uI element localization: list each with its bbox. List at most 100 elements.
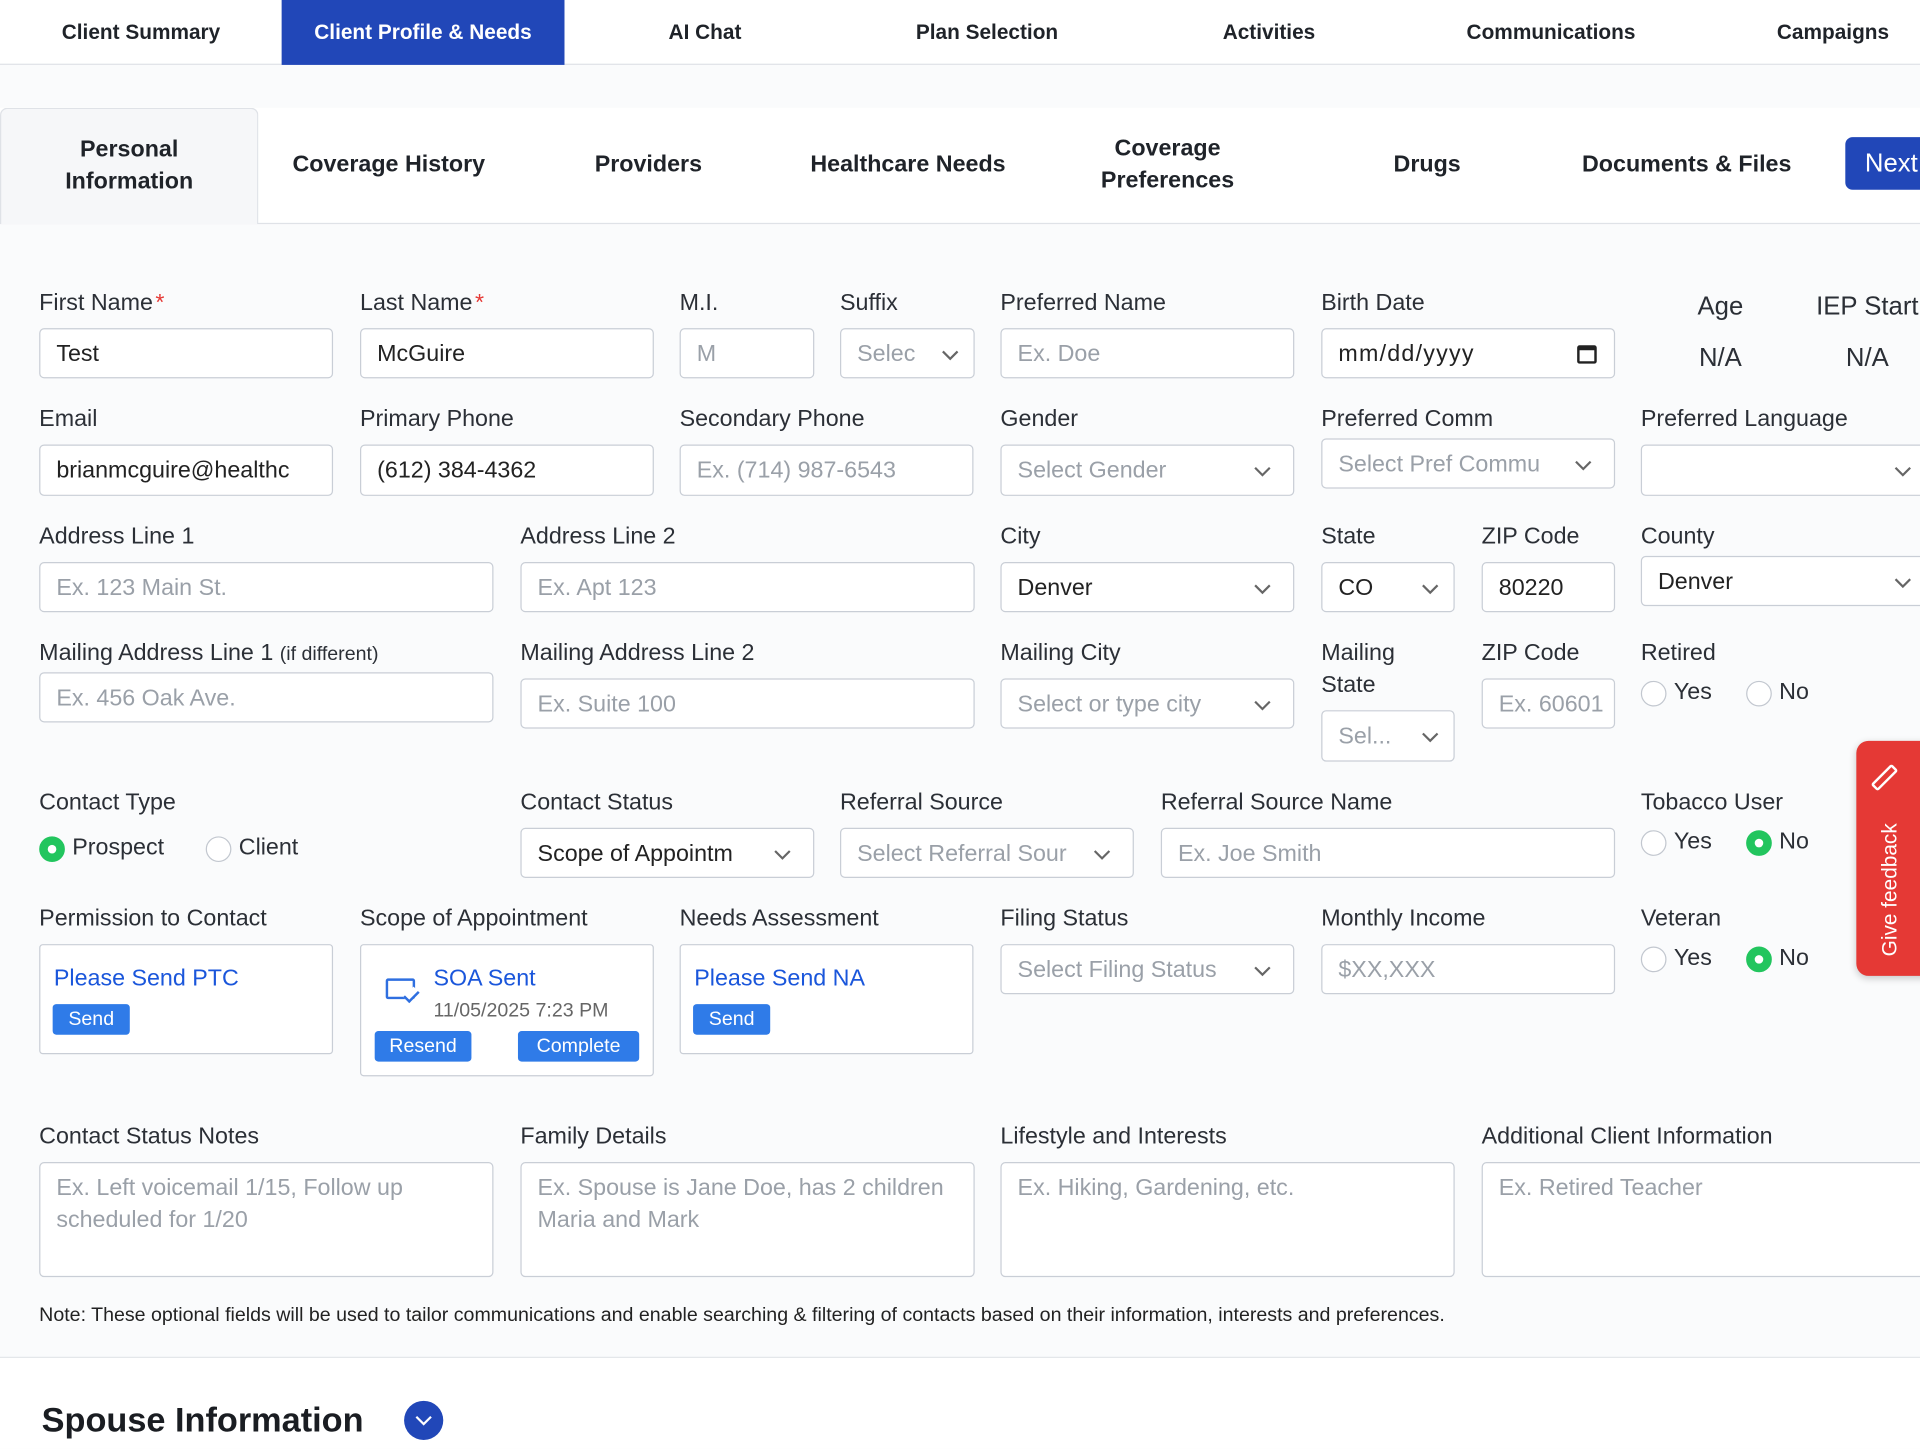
label-text: Contact Status bbox=[520, 789, 674, 816]
placeholder: Ex. Hiking, Gardening, etc. bbox=[1017, 1175, 1295, 1202]
text-input[interactable]: $XX,XXX bbox=[1321, 944, 1616, 995]
textarea[interactable]: Ex. Hiking, Gardening, etc. bbox=[1000, 1162, 1455, 1278]
label-text: Referral Source bbox=[840, 789, 1003, 816]
chevron bbox=[1254, 583, 1271, 594]
placeholder: M bbox=[696, 341, 717, 367]
text-input[interactable]: Ex. 123 Main St. bbox=[39, 562, 494, 613]
text-input[interactable]: Test bbox=[39, 328, 334, 379]
status-link[interactable]: Please Send NA bbox=[694, 966, 866, 992]
chevron bbox=[415, 1415, 432, 1426]
label-text: Gender bbox=[1000, 406, 1079, 433]
text-input[interactable]: M bbox=[679, 328, 815, 379]
label-text: Lifestyle and Interests bbox=[1000, 1124, 1227, 1150]
select[interactable]: CO bbox=[1321, 562, 1455, 613]
sub-tab[interactable]: Documents & Files bbox=[1558, 108, 1816, 223]
select[interactable]: Select or type city bbox=[1000, 678, 1295, 729]
text-input[interactable]: Ex. (714) 987-6543 bbox=[679, 444, 974, 496]
text-input[interactable]: McGuire bbox=[360, 328, 654, 379]
action-button[interactable]: Send bbox=[52, 1004, 130, 1035]
action-button[interactable]: Resend bbox=[374, 1031, 472, 1062]
button-label: Resend bbox=[389, 1035, 457, 1057]
field-label: Referral Source bbox=[840, 787, 1134, 819]
status-link[interactable]: Please Send PTC bbox=[53, 966, 239, 992]
action-button[interactable]: Complete bbox=[517, 1031, 640, 1062]
sub-tab[interactable]: Coverage History bbox=[260, 108, 518, 223]
sub-tab[interactable]: Personal Information bbox=[0, 107, 259, 225]
field-label: Preferred Comm bbox=[1321, 404, 1615, 436]
expand-button[interactable] bbox=[404, 1400, 444, 1441]
text-input[interactable]: Ex. 456 Oak Ave. bbox=[39, 672, 494, 723]
placeholder: Select Referral Sour bbox=[857, 840, 1067, 867]
status-box: Please Send PTC Send bbox=[39, 944, 334, 1055]
textarea[interactable]: Ex. Left voicemail 1/15, Follow up sched… bbox=[39, 1162, 494, 1278]
field-label: Address Line 2 bbox=[520, 522, 974, 554]
sub-tab[interactable]: Healthcare Needs bbox=[779, 108, 1037, 223]
select[interactable]: Sel... bbox=[1321, 710, 1455, 762]
radio[interactable] bbox=[1746, 680, 1772, 707]
status-box: SOA Sent 11/05/2025 7:23 PM Resend Complete bbox=[360, 944, 654, 1077]
select[interactable]: Scope of Appointm bbox=[520, 827, 815, 878]
placeholder: Select or type city bbox=[1017, 691, 1202, 717]
top-tab[interactable]: Plan Selection bbox=[846, 0, 1128, 65]
chevron bbox=[1575, 460, 1592, 470]
text-input[interactable]: Ex. Joe Smith bbox=[1160, 827, 1616, 878]
feedback-tab[interactable]: Give feedback bbox=[1856, 740, 1920, 976]
top-tab[interactable]: Client Profile & Needs bbox=[281, 0, 564, 65]
placeholder: Ex. Left voicemail 1/15, Follow up sched… bbox=[56, 1175, 403, 1234]
radio[interactable] bbox=[205, 836, 232, 863]
radio[interactable] bbox=[1746, 946, 1772, 973]
radio[interactable] bbox=[1640, 946, 1667, 973]
field-label: Needs Assessment bbox=[680, 904, 998, 936]
text-input[interactable]: Ex. Suite 100 bbox=[520, 678, 975, 729]
field-label: Lifestyle and Interests bbox=[1000, 1122, 1454, 1154]
select[interactable]: Select Referral Sour bbox=[840, 827, 1134, 878]
placeholder: Select Pref Commu bbox=[1338, 451, 1541, 477]
label-text: Email bbox=[39, 406, 98, 433]
placeholder: $XX,XXX bbox=[1338, 956, 1436, 983]
select[interactable]: Denver bbox=[1640, 555, 1920, 607]
select[interactable]: Denver bbox=[1000, 562, 1295, 613]
placeholder: Ex. 123 Main St. bbox=[56, 574, 228, 601]
sub-tab[interactable]: Coverage Preferences bbox=[1038, 108, 1296, 223]
label-text: Filing Status bbox=[1000, 906, 1129, 932]
chevron bbox=[1254, 965, 1271, 976]
label-text: Veteran bbox=[1640, 906, 1722, 932]
text-input[interactable]: (612) 384-4362 bbox=[360, 444, 654, 496]
sub-tab[interactable]: Drugs bbox=[1298, 108, 1556, 223]
select[interactable]: Select Gender bbox=[1000, 444, 1295, 496]
radio-label: Client bbox=[238, 835, 299, 861]
radio[interactable] bbox=[1746, 830, 1772, 856]
input-value: Denver bbox=[1657, 568, 1733, 595]
top-tab[interactable]: Client Summary bbox=[0, 0, 282, 65]
sub-tab[interactable]: Providers bbox=[519, 108, 777, 223]
radio[interactable] bbox=[1640, 680, 1667, 707]
radio[interactable] bbox=[1640, 830, 1667, 856]
select[interactable] bbox=[1640, 444, 1920, 496]
sub-tab-label: Providers bbox=[594, 151, 703, 178]
chevron bbox=[942, 350, 959, 360]
select[interactable]: Selec bbox=[840, 328, 975, 379]
top-tab[interactable]: AI Chat bbox=[564, 0, 846, 65]
radio[interactable] bbox=[39, 836, 65, 863]
field-label: Mailing Address Line 1 (if different) bbox=[39, 638, 493, 671]
text-input[interactable]: 80220 bbox=[1481, 562, 1616, 613]
label-text: ZIP Code bbox=[1481, 524, 1580, 550]
textarea[interactable]: Ex. Retired Teacher bbox=[1481, 1162, 1920, 1278]
textarea[interactable]: Ex. Spouse is Jane Doe, has 2 children M… bbox=[520, 1162, 975, 1278]
text-input[interactable]: Ex. Apt 123 bbox=[520, 562, 975, 613]
top-tab[interactable]: Communications bbox=[1410, 0, 1692, 65]
text-input[interactable]: mm/dd/yyyy bbox=[1321, 328, 1616, 379]
top-tab[interactable]: Activities bbox=[1128, 0, 1410, 65]
radio-label: Prospect bbox=[72, 835, 165, 861]
text-input[interactable]: Ex. Doe bbox=[1000, 328, 1295, 379]
radio-label: Yes bbox=[1673, 679, 1712, 706]
select[interactable]: Select Pref Commu bbox=[1321, 438, 1616, 489]
next-button[interactable]: Next bbox=[1845, 137, 1920, 190]
text-input[interactable]: brianmcguire@healthc bbox=[39, 444, 334, 496]
action-button[interactable]: Send bbox=[693, 1004, 771, 1035]
note: Note: These optional fields will be used… bbox=[39, 1305, 1445, 1327]
select[interactable]: Select Filing Status bbox=[1000, 944, 1295, 995]
input-value: Scope of Appointm bbox=[537, 840, 733, 867]
top-tab[interactable]: Campaigns bbox=[1692, 0, 1920, 65]
text-input[interactable]: Ex. 60601 bbox=[1481, 678, 1616, 729]
